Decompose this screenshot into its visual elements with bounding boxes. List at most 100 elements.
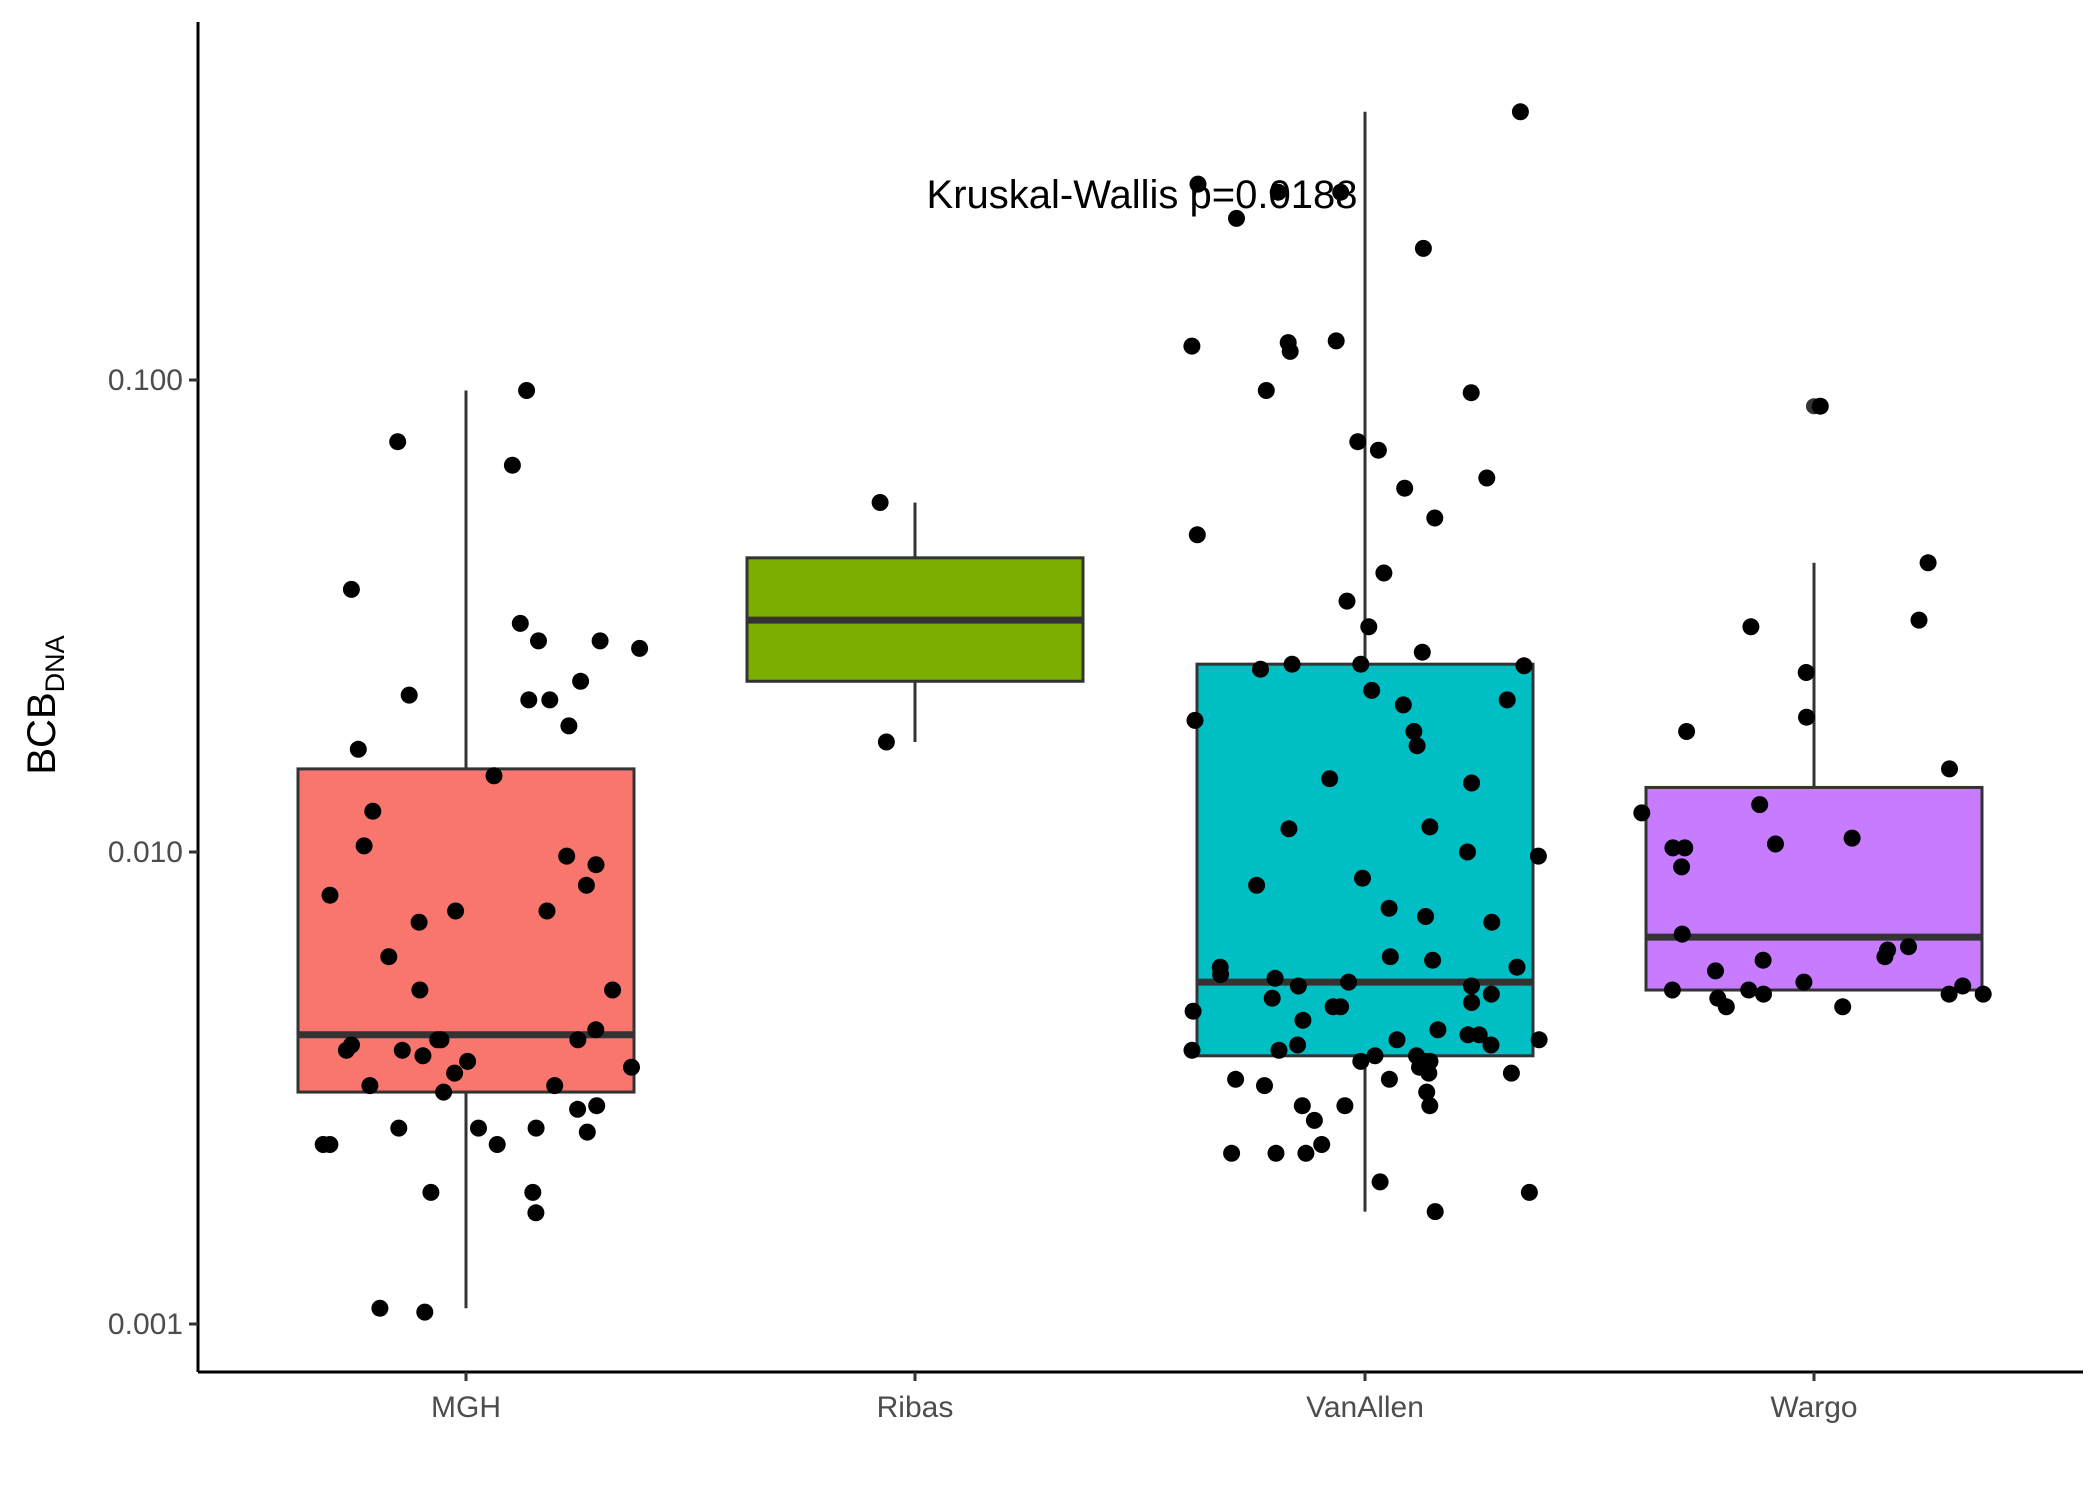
data-point bbox=[1740, 981, 1758, 999]
data-point bbox=[1366, 1047, 1384, 1065]
data-point bbox=[1508, 958, 1526, 976]
data-point bbox=[1421, 1097, 1439, 1115]
data-point bbox=[1426, 1203, 1444, 1221]
data-point bbox=[1482, 985, 1500, 1003]
data-point bbox=[1332, 998, 1350, 1016]
data-point bbox=[1520, 1183, 1538, 1201]
data-point bbox=[1424, 951, 1442, 969]
data-point bbox=[530, 632, 547, 650]
data-point bbox=[380, 948, 398, 966]
y-tick-label: 0.001 bbox=[108, 1308, 183, 1341]
data-point bbox=[1707, 962, 1724, 980]
data-point bbox=[1381, 948, 1399, 966]
data-point bbox=[1811, 397, 1829, 415]
y-axis-title: BCBDNA bbox=[20, 635, 70, 774]
data-point bbox=[432, 1031, 450, 1049]
data-point bbox=[459, 1052, 477, 1070]
data-point bbox=[1248, 876, 1266, 894]
data-point bbox=[422, 1183, 440, 1201]
data-point bbox=[1900, 938, 1917, 956]
data-point bbox=[1380, 1070, 1398, 1088]
data-point bbox=[1189, 175, 1207, 193]
data-point bbox=[1338, 592, 1356, 610]
data-point bbox=[1375, 564, 1393, 582]
data-point bbox=[1363, 681, 1381, 699]
data-point bbox=[1388, 1031, 1406, 1049]
data-point bbox=[470, 1119, 487, 1137]
data-point bbox=[1483, 913, 1501, 931]
data-point bbox=[1413, 643, 1431, 661]
data-point bbox=[1515, 657, 1533, 675]
box-wargo bbox=[1644, 398, 1984, 992]
data-point bbox=[1941, 760, 1958, 778]
data-point bbox=[588, 1097, 606, 1115]
data-point bbox=[447, 902, 465, 920]
data-point bbox=[1327, 332, 1345, 350]
data-point bbox=[1678, 723, 1696, 740]
data-point bbox=[314, 1136, 332, 1153]
data-point bbox=[1352, 655, 1370, 673]
data-point bbox=[1459, 843, 1476, 861]
y-tick-label: 0.100 bbox=[108, 364, 183, 397]
data-point bbox=[1420, 1064, 1438, 1082]
data-point bbox=[1394, 696, 1412, 714]
data-point bbox=[518, 382, 536, 399]
data-point bbox=[623, 1058, 640, 1076]
data-point bbox=[1417, 908, 1435, 925]
data-point bbox=[587, 1021, 605, 1039]
data-point bbox=[1426, 509, 1444, 527]
data-point bbox=[503, 456, 521, 474]
data-point bbox=[1332, 183, 1350, 201]
data-point bbox=[1754, 951, 1772, 969]
data-point bbox=[1418, 1083, 1436, 1101]
x-tick-label-wargo: Wargo bbox=[1770, 1391, 1857, 1424]
data-point bbox=[1421, 818, 1439, 836]
data-point bbox=[577, 876, 595, 894]
data-point bbox=[1223, 1144, 1241, 1162]
data-point bbox=[1462, 384, 1480, 402]
data-point bbox=[560, 717, 578, 735]
data-point bbox=[1297, 1144, 1315, 1162]
data-point bbox=[389, 433, 407, 451]
data-point bbox=[1269, 183, 1287, 201]
data-point bbox=[1186, 711, 1204, 729]
kruskal-wallis-annotation: Kruskal-Wallis p=0.0188 bbox=[927, 173, 1358, 217]
data-point bbox=[871, 494, 889, 511]
data-point bbox=[1293, 1097, 1311, 1115]
data-point bbox=[1321, 770, 1339, 788]
data-point bbox=[1910, 611, 1928, 629]
data-point bbox=[1478, 469, 1496, 487]
data-point bbox=[1795, 973, 1813, 991]
points-wargo bbox=[1633, 397, 1992, 1016]
data-point bbox=[1227, 1070, 1245, 1088]
data-point bbox=[1664, 839, 1682, 857]
data-point bbox=[541, 691, 559, 709]
data-point bbox=[1266, 969, 1284, 987]
data-point bbox=[591, 632, 609, 650]
data-point bbox=[538, 902, 556, 920]
data-point bbox=[1349, 433, 1367, 451]
data-point bbox=[1940, 985, 1958, 1003]
data-point bbox=[1256, 1077, 1273, 1095]
y-axis-title-subscript: DNA bbox=[40, 635, 70, 692]
data-point bbox=[1184, 1002, 1202, 1020]
data-point bbox=[1876, 948, 1894, 966]
data-point bbox=[1463, 774, 1481, 792]
data-point bbox=[1252, 660, 1269, 678]
data-point bbox=[1482, 1036, 1500, 1054]
data-point bbox=[349, 740, 367, 758]
data-point bbox=[511, 614, 529, 632]
data-point bbox=[1463, 994, 1481, 1011]
data-point bbox=[1313, 1136, 1331, 1153]
data-point bbox=[1289, 977, 1307, 995]
data-point bbox=[1283, 655, 1301, 673]
iqr-box bbox=[1644, 785, 1984, 992]
data-point bbox=[524, 1183, 542, 1201]
points-mgh bbox=[314, 382, 649, 1321]
data-point bbox=[1673, 925, 1691, 943]
data-point bbox=[1502, 1064, 1520, 1082]
data-point bbox=[1340, 973, 1358, 991]
data-point bbox=[1717, 998, 1735, 1016]
data-point bbox=[1511, 103, 1529, 121]
